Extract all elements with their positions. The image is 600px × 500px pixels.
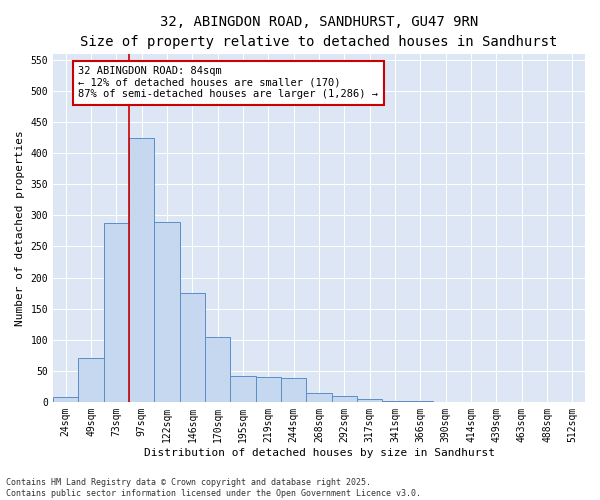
Text: 32 ABINGDON ROAD: 84sqm
← 12% of detached houses are smaller (170)
87% of semi-d: 32 ABINGDON ROAD: 84sqm ← 12% of detache… [79, 66, 379, 100]
Title: 32, ABINGDON ROAD, SANDHURST, GU47 9RN
Size of property relative to detached hou: 32, ABINGDON ROAD, SANDHURST, GU47 9RN S… [80, 15, 558, 48]
Text: Contains HM Land Registry data © Crown copyright and database right 2025.
Contai: Contains HM Land Registry data © Crown c… [6, 478, 421, 498]
Bar [230, 376, 256, 402]
Bar [154, 222, 179, 402]
Bar [79, 358, 104, 402]
Bar [104, 224, 129, 402]
X-axis label: Distribution of detached houses by size in Sandhurst: Distribution of detached houses by size … [143, 448, 494, 458]
Bar [179, 293, 205, 402]
Bar [256, 377, 281, 402]
Bar [407, 401, 433, 402]
Bar [205, 336, 230, 402]
Bar [307, 392, 332, 402]
Bar [357, 398, 382, 402]
Y-axis label: Number of detached properties: Number of detached properties [15, 130, 25, 326]
Bar [129, 138, 154, 402]
Bar [53, 398, 79, 402]
Bar [332, 396, 357, 402]
Bar [382, 400, 407, 402]
Bar [281, 378, 307, 402]
